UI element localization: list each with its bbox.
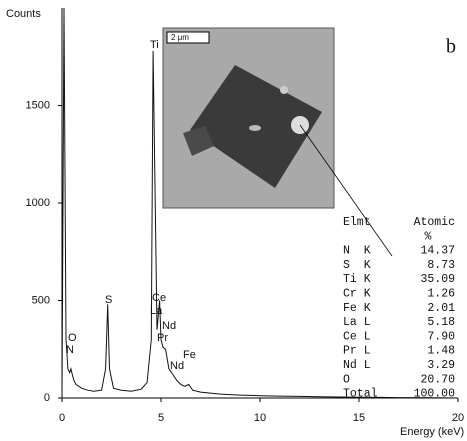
panel-label: b <box>446 36 456 58</box>
table-header: Elmt <box>343 216 371 229</box>
x-axis-label: Energy (keV) <box>400 426 464 438</box>
peak-label: Nd <box>162 320 176 332</box>
peak-label: O <box>68 332 77 344</box>
scale-bar: 2 μm <box>171 33 189 42</box>
peak-label: La <box>150 305 163 317</box>
table-element: La L <box>343 316 371 329</box>
table-value: 8.73 <box>427 259 455 272</box>
y-axis-label: Counts <box>6 8 41 20</box>
table-unit: % <box>425 230 432 243</box>
peak-label: N <box>66 344 74 356</box>
table-element: S K <box>343 259 371 272</box>
y-tick-label: 500 <box>32 294 50 306</box>
table-value: 2.01 <box>427 302 455 315</box>
x-tick-label: 5 <box>158 412 164 424</box>
table-element: Cr K <box>343 288 371 301</box>
crystal-fragment <box>183 126 214 156</box>
table-element: Pr L <box>343 345 371 358</box>
table-value: 35.09 <box>420 273 455 286</box>
x-tick-label: 0 <box>59 412 65 424</box>
table-value: 1.26 <box>427 288 455 301</box>
table-value: 100.00 <box>414 388 456 401</box>
x-tick-label: 15 <box>353 412 365 424</box>
x-tick-label: 10 <box>254 412 266 424</box>
table-value: 14.37 <box>420 245 455 258</box>
table-header: Atomic <box>414 216 456 229</box>
pointer-line <box>299 124 393 257</box>
peak-label: Ti <box>150 39 159 51</box>
particle <box>249 125 261 131</box>
table-element: Nd L <box>343 359 371 372</box>
peak-label: Pr <box>157 332 168 344</box>
table-value: 7.90 <box>427 330 455 343</box>
spectrum-line <box>61 7 459 399</box>
table-element: Fe K <box>343 302 371 315</box>
y-tick-label: 1500 <box>26 99 50 111</box>
peak-label: Fe <box>183 349 196 361</box>
peak-label: Nd <box>170 360 184 372</box>
table-element: N K <box>343 245 371 258</box>
inset-image: 2 μm <box>162 27 335 209</box>
peak-label: Ce <box>152 292 166 304</box>
table-value: 1.48 <box>427 345 455 358</box>
table-element: Total <box>343 388 378 401</box>
table-element: O <box>343 373 350 386</box>
x-tick-label: 20 <box>452 412 464 424</box>
table-value: 3.29 <box>427 359 455 372</box>
table-element: Ti K <box>343 273 371 286</box>
y-tick-label: 0 <box>44 392 50 404</box>
table-element: Ce L <box>343 330 371 343</box>
scale-bar-box <box>166 31 210 44</box>
table-value: 20.70 <box>420 373 455 386</box>
peak-label: S <box>105 294 112 306</box>
particle <box>280 86 288 94</box>
table-value: 5.18 <box>427 316 455 329</box>
y-tick-label: 1000 <box>26 197 50 209</box>
